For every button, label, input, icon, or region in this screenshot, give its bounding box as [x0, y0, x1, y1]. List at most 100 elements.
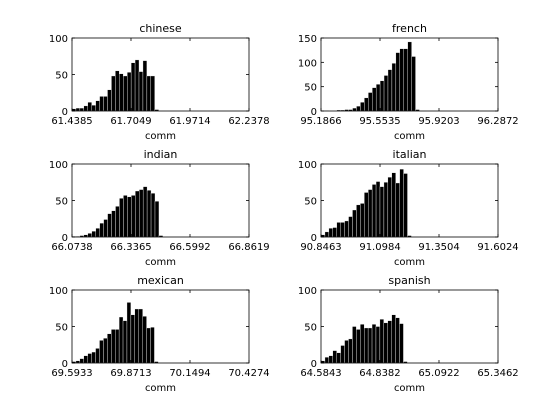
x-tick-label: 62.2378	[228, 116, 269, 127]
y-tick-label: 150	[298, 34, 317, 45]
x-tick-label: 65.3462	[477, 368, 518, 379]
histogram-bar	[122, 320, 128, 364]
histogram-bar	[99, 340, 104, 364]
histogram-bar	[391, 172, 396, 238]
x-tick-label: 64.5843	[300, 368, 341, 379]
histogram-bar	[332, 227, 337, 238]
histogram-bar	[107, 89, 112, 112]
y-tick-label: 100	[298, 286, 317, 297]
histogram-bar	[395, 182, 400, 238]
histogram-bar	[340, 222, 345, 238]
histogram-bar	[127, 72, 132, 112]
histogram-bar	[336, 352, 341, 364]
histogram-bar	[387, 69, 393, 112]
x-tick-label: 64.8382	[359, 368, 400, 379]
histogram-bar	[395, 52, 400, 112]
histogram-bar	[387, 320, 392, 364]
histogram-bar	[123, 195, 128, 238]
histogram-bar	[336, 222, 341, 238]
histogram-bar	[356, 329, 361, 364]
histogram-bar	[324, 356, 330, 364]
histogram-bar	[146, 327, 151, 364]
histogram-bar	[146, 75, 152, 112]
histogram-bar	[348, 216, 353, 238]
subplot-spanish: 0 50 100 64.5843 64.8382 65.0922 65.3462 spanis…	[298, 274, 519, 394]
histogram-bar	[146, 190, 152, 238]
x-tick-label: 66.5992	[169, 242, 210, 253]
histogram-bar	[79, 107, 84, 112]
y-tick-label: 50	[55, 197, 68, 208]
x-axis-label: comm	[145, 257, 176, 268]
x-axis-label: comm	[145, 383, 176, 394]
x-axis-label: comm	[145, 131, 176, 142]
y-tick-label: 0	[311, 359, 317, 370]
histogram-bar	[103, 96, 108, 112]
subplot-title: chinese	[139, 22, 182, 35]
histogram-bar	[411, 56, 416, 112]
y-tick-label: 50	[304, 323, 317, 334]
subplot-chinese: 0 50 100 61.4385 61.7049 61.9714 62.2378 chines…	[49, 22, 270, 142]
histogram-bar	[130, 62, 136, 112]
x-tick-label: 66.3365	[110, 242, 151, 253]
histogram-bar	[111, 329, 116, 364]
histogram-bar	[119, 198, 124, 238]
histogram-bar	[403, 173, 408, 238]
axes-frame	[71, 163, 250, 238]
y-tick-label: 50	[304, 197, 317, 208]
axes-frame	[71, 37, 250, 112]
histogram-bar	[150, 75, 155, 112]
histogram-bar	[115, 70, 120, 112]
x-axis-label: comm	[394, 383, 425, 394]
histogram-bar	[348, 338, 353, 364]
histogram-bar	[126, 302, 132, 364]
x-tick-label: 70.1494	[169, 368, 210, 379]
axes-frame	[320, 37, 499, 112]
x-tick-label: 61.7049	[110, 116, 151, 127]
histogram-bar	[371, 184, 377, 238]
histogram-bar	[352, 107, 357, 112]
y-tick-label: 100	[49, 34, 68, 45]
x-tick-label: 91.6024	[477, 242, 518, 253]
x-tick-label: 65.0922	[418, 368, 459, 379]
histogram-bar	[91, 104, 96, 112]
histogram-bar	[375, 84, 381, 112]
y-tick-label: 100	[298, 160, 317, 171]
histogram-bar	[107, 213, 112, 238]
histogram-bar	[87, 353, 92, 364]
histogram-bar	[340, 345, 345, 364]
histogram-bar	[360, 102, 365, 112]
x-tick-label: 69.8713	[110, 368, 151, 379]
histogram-bar	[372, 87, 377, 112]
histogram-bar	[95, 228, 100, 238]
histogram-bar	[368, 189, 373, 238]
histogram-bar	[360, 324, 365, 364]
histogram-bar	[324, 231, 330, 238]
x-tick-label: 61.9714	[169, 116, 210, 127]
histogram-bar	[127, 196, 132, 238]
histogram-bar	[103, 219, 108, 238]
histogram-bar	[123, 75, 128, 112]
histogram-bar	[356, 105, 361, 112]
x-tick-label: 90.8463	[300, 242, 341, 253]
histogram-bar	[150, 327, 155, 364]
x-axis-label: comm	[394, 131, 425, 142]
histogram-bar	[399, 48, 404, 112]
histogram-bar	[107, 333, 112, 364]
x-tick-label: 91.3504	[418, 242, 459, 253]
histogram-bar	[399, 168, 404, 238]
histogram-bar	[111, 75, 116, 112]
subplot-title: spanish	[388, 274, 430, 287]
histogram-bar	[383, 75, 389, 112]
histogram-bar	[352, 209, 357, 238]
histogram-bar	[387, 176, 392, 238]
histogram-bar	[103, 338, 108, 364]
histogram-bar	[118, 316, 124, 364]
histogram-bar	[150, 193, 156, 238]
subplot-italian: 0 50 100 90.8463 91.0984 91.3504 91.6024 italia…	[298, 148, 519, 268]
histogram-bar	[364, 192, 369, 238]
histogram-bar	[367, 327, 373, 364]
subplot-title: indian	[144, 148, 178, 161]
histogram-bar	[79, 358, 84, 364]
histogram-bar	[134, 308, 139, 364]
